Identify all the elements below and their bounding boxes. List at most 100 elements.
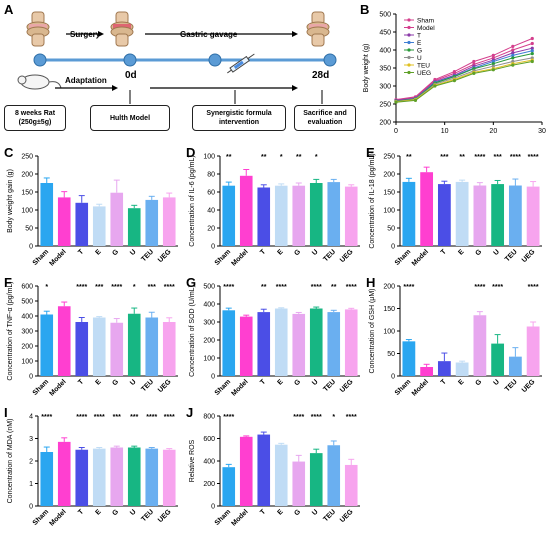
- x-tick-label: TEU: [140, 378, 155, 393]
- y-tick-label: 150: [383, 190, 395, 197]
- mda-bar-chart: Concentration of MDA (nM) 0 1 2 3 4 **** ShamMo…: [7, 414, 178, 528]
- bar-t: [257, 312, 271, 376]
- y-tick-label: 50: [387, 351, 395, 358]
- data-point: [530, 36, 534, 41]
- significance-label: ****: [111, 284, 122, 291]
- knee-joint-icon: [26, 11, 50, 47]
- bar-t: [257, 434, 271, 506]
- y-tick-label: 200: [203, 481, 215, 488]
- hulth-model-box: Hulth Model: [90, 105, 170, 131]
- x-tick-label: Model: [411, 248, 430, 267]
- x-tick-label: UEG: [157, 248, 173, 264]
- y-tick-label: 100: [21, 208, 33, 215]
- y-tick-label: 40: [207, 208, 215, 215]
- y-tick-label: 0: [391, 244, 395, 251]
- il6-bar-chart: Concentration of IL-6 (pg/mL) 0 20 40 60 80 10…: [189, 154, 360, 268]
- bar-g: [110, 447, 124, 506]
- x-tick-label: Sham: [394, 248, 412, 266]
- y-tick-label: 0: [211, 374, 215, 381]
- y-tick-label: 800: [203, 414, 215, 421]
- bar-sham: [40, 452, 54, 506]
- significance-label: ****: [76, 284, 87, 291]
- x-tick-label: U: [311, 508, 320, 517]
- bar-ueg: [162, 322, 176, 376]
- x-tick-label: TEU: [504, 378, 519, 393]
- x-tick-label: U: [493, 378, 502, 387]
- x-tick-label: U: [311, 378, 320, 387]
- x-tick-label: T: [77, 508, 85, 516]
- y-axis-label: Concentration of TNF-α (pg/mL): [7, 281, 14, 380]
- legend-marker: [407, 48, 411, 52]
- body-weight-line-chart: Body weight (g) 200 250 300 350 400 450 500 0 10 2…: [363, 12, 546, 136]
- y-tick-label: 100: [21, 359, 33, 366]
- day28-label: 28d: [312, 70, 330, 81]
- bar-teu: [145, 448, 159, 506]
- significance-label: *: [315, 154, 318, 161]
- legend-entry: E: [417, 40, 422, 47]
- y-tick-label: 200: [21, 344, 33, 351]
- y-tick-label: 0: [29, 374, 33, 381]
- y-tick-label: 0: [211, 504, 215, 511]
- y-tick-label: 100: [203, 154, 215, 161]
- bar-u: [127, 447, 141, 506]
- data-point: [413, 98, 418, 102]
- series-line-model: [395, 43, 533, 101]
- x-tick-label: 20: [489, 128, 497, 135]
- bar-g: [110, 322, 124, 376]
- bar-t: [75, 202, 89, 246]
- data-point: [491, 64, 495, 68]
- bar-t: [437, 361, 451, 376]
- significance-label: ****: [510, 154, 521, 161]
- significance-label: ****: [164, 414, 175, 421]
- x-tick-label: U: [129, 508, 138, 517]
- legend-marker: [407, 55, 411, 60]
- y-tick-label: 80: [207, 172, 215, 179]
- x-tick-label: UEG: [339, 378, 355, 394]
- significance-label: ****: [146, 414, 157, 421]
- data-point: [530, 59, 534, 64]
- bar-model: [57, 306, 71, 376]
- x-tick-label: UEG: [339, 508, 355, 524]
- significance-label: ***: [148, 284, 156, 291]
- sod-bar-chart: Concentration of SOD (U/mL) 0 100 200 300 400…: [189, 284, 360, 398]
- panel-letter-b: B: [360, 2, 370, 17]
- y-tick-label: 600: [21, 284, 33, 291]
- y-axis-label: Concentration of SOD (U/mL): [189, 285, 196, 377]
- y-tick-label: 250: [383, 154, 395, 161]
- bar-e: [92, 317, 106, 376]
- x-tick-label: Model: [230, 378, 249, 397]
- bar-ueg: [162, 197, 176, 246]
- bar-u: [127, 313, 141, 376]
- sacrifice-box: Sacrifice and evaluation: [294, 105, 356, 131]
- y-tick-label: 200: [203, 338, 215, 345]
- bar-sham: [222, 467, 236, 506]
- bar-u: [491, 184, 505, 246]
- y-tick-label: 20: [207, 226, 215, 233]
- y-tick-label: 2: [29, 459, 33, 466]
- significance-label: ****: [311, 284, 322, 291]
- x-tick-label: U: [493, 248, 502, 257]
- data-point: [472, 59, 476, 64]
- x-tick-label: Model: [411, 378, 430, 397]
- bar-e: [274, 308, 288, 376]
- y-tick-label: 500: [379, 12, 391, 19]
- significance-label: ****: [403, 284, 414, 291]
- bar-ueg: [526, 186, 540, 246]
- significance-label: ***: [440, 154, 448, 161]
- knee-joint-icon: [306, 11, 330, 47]
- bar-teu: [327, 445, 341, 506]
- y-tick-label: 100: [383, 329, 395, 336]
- bar-g: [473, 185, 487, 246]
- timeline-node: [33, 53, 47, 67]
- panel-letter-j: J: [186, 405, 194, 420]
- y-tick-label: 0: [29, 244, 33, 251]
- gavage-label: Gastric gavage: [180, 30, 238, 39]
- significance-label: **: [261, 154, 267, 161]
- y-tick-label: 500: [21, 299, 33, 306]
- x-tick-label: Model: [230, 508, 249, 527]
- significance-label: ***: [95, 284, 103, 291]
- y-tick-label: 250: [379, 102, 391, 109]
- x-tick-label: G: [293, 508, 302, 517]
- y-tick-label: 150: [383, 306, 395, 313]
- x-tick-label: UEG: [157, 378, 173, 394]
